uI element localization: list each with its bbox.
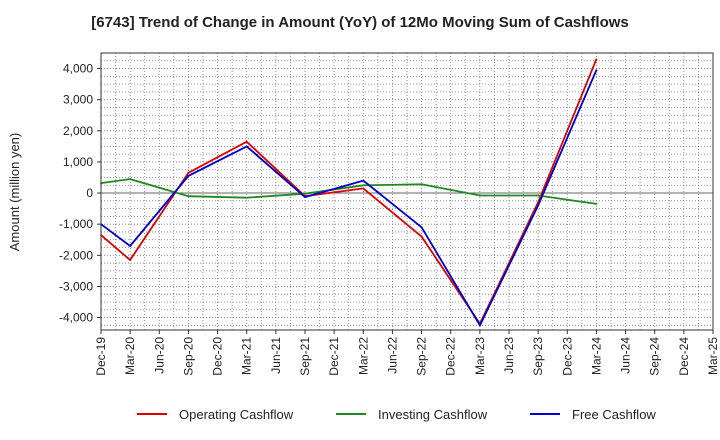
data-point-free-cashflow [595,69,598,72]
x-tick-label: Dec-21 [327,337,341,376]
y-tick-label: 2,000 [63,124,93,138]
y-tick-label: 0 [86,186,93,200]
data-point-investing-cashflow [478,194,481,197]
data-point-operating-cashflow [420,235,423,238]
data-point-free-cashflow [420,226,423,229]
series-line-operating-cashflow [100,58,598,326]
x-tick-label: Jun-21 [269,337,283,374]
legend-label-operating-cashflow: Operating Cashflow [179,407,294,422]
x-tick-label: Dec-23 [560,337,574,376]
x-tick-label: Dec-24 [677,337,691,376]
data-point-investing-cashflow [129,178,132,180]
data-point-free-cashflow [304,196,306,199]
y-tick-label: -1,000 [59,217,93,231]
x-tick-label: Mar-22 [356,337,370,375]
data-point-investing-cashflow [245,196,248,199]
x-tick-label: Dec-22 [444,337,458,376]
data-point-investing-cashflow [537,194,540,197]
y-tick-label: 1,000 [63,155,93,169]
x-tick-label: Sep-21 [298,337,312,376]
x-tick-label: Mar-25 [706,337,720,375]
data-point-free-cashflow [537,204,540,207]
data-point-investing-cashflow [187,195,190,198]
x-tick-label: Dec-19 [94,337,108,376]
data-point-investing-cashflow [304,192,306,195]
x-tick-label: Jun-22 [385,337,399,374]
y-tick-label: -4,000 [59,311,93,325]
data-point-free-cashflow [362,179,365,182]
x-tick-label: Jun-24 [619,337,633,374]
data-point-operating-cashflow [362,187,365,190]
chart-title: [6743] Trend of Change in Amount (YoY) o… [91,14,629,31]
y-tick-label: -3,000 [59,279,93,293]
plot-frame [100,52,714,331]
series-line-free-cashflow [100,69,598,328]
x-tick-label: Mar-21 [240,337,254,375]
data-point-investing-cashflow [420,183,423,186]
axis-layer: -4,000 -3,000 -2,000 -1,000 0 1,000 2,000 3,000… [59,52,720,376]
legend-label-free-cashflow: Free Cashflow [572,407,656,422]
data-point-investing-cashflow [362,184,365,187]
legend: Operating Cashflow Investing Cashflow Free… [137,407,656,422]
grid-layer [100,52,714,330]
data-point-free-cashflow [245,145,248,148]
data-point-free-cashflow [478,324,481,327]
y-tick-label: 3,000 [63,93,93,107]
x-tick-label: Mar-23 [473,337,487,375]
x-tick-label: Sep-24 [648,337,662,376]
x-tick-label: Mar-20 [123,337,137,375]
x-tick-label: Jun-20 [152,337,166,374]
x-tick-label: Dec-20 [211,337,225,376]
data-point-operating-cashflow [245,140,248,143]
x-tick-label: Sep-23 [531,337,545,376]
x-tick-label: Sep-20 [181,337,195,376]
y-tick-label: 4,000 [63,62,93,76]
data-point-free-cashflow [187,175,190,177]
x-tick-label: Sep-22 [415,337,429,376]
data-point-operating-cashflow [129,259,132,261]
data-point-operating-cashflow [187,171,190,174]
x-tick-label: Mar-24 [589,337,603,375]
legend-label-investing-cashflow: Investing Cashflow [378,407,488,422]
x-tick-label: Jun-23 [502,337,516,374]
y-axis-label: Amount (million yen) [7,133,22,252]
series-layer [100,58,598,328]
y-tick-label: -2,000 [59,248,93,262]
data-point-operating-cashflow [595,58,598,61]
data-point-free-cashflow [129,245,132,247]
data-point-investing-cashflow [595,203,598,205]
